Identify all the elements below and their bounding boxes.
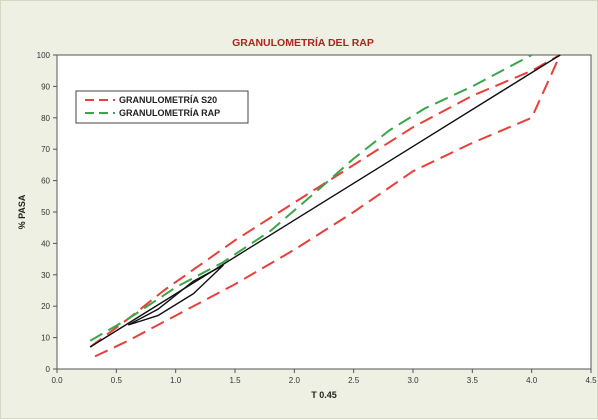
chart-title: GRANULOMETRÍA DEL RAP (232, 36, 374, 49)
x-tick-label: 1.5 (229, 376, 241, 385)
series-line-s20-lower (94, 54, 562, 358)
y-tick-label: 90 (41, 82, 50, 91)
legend: GRANULOMETRÍA S20 GRANULOMETRÍA RAP (75, 90, 249, 124)
series-layer (89, 54, 562, 358)
y-tick-label: 80 (41, 114, 50, 123)
y-tick-label: 60 (41, 177, 50, 186)
legend-label-s20: GRANULOMETRÍA S20 (119, 95, 217, 105)
y-axis-title: % PASA (17, 194, 27, 229)
series-line-max-density (89, 54, 561, 348)
series-line-rap (89, 54, 533, 342)
y-tick-label: 20 (41, 302, 50, 311)
x-tick-label: 1.0 (170, 376, 182, 385)
x-axis: 0.0 0.5 1.0 1.5 2.0 2.5 3.0 3.5 4.0 4.5 (51, 369, 597, 385)
x-tick-label: 3.5 (467, 376, 479, 385)
x-tick-label: 2.5 (348, 376, 360, 385)
y-tick-label: 0 (46, 365, 51, 374)
x-tick-label: 0.5 (111, 376, 123, 385)
y-axis: 0 10 20 30 40 50 60 70 80 90 100 (37, 51, 57, 374)
y-tick-label: 40 (41, 239, 50, 248)
x-tick-label: 2.0 (289, 376, 301, 385)
y-tick-label: 70 (41, 145, 50, 154)
x-tick-label: 3.0 (407, 376, 419, 385)
y-tick-label: 50 (41, 208, 50, 217)
series-line-max-density-fine (127, 264, 224, 326)
x-tick-label: 0.0 (51, 376, 63, 385)
y-tick-label: 10 (41, 334, 50, 343)
x-axis-title: T 0.45 (311, 390, 337, 400)
legend-label-rap: GRANULOMETRÍA RAP (119, 108, 220, 118)
x-tick-label: 4.0 (526, 376, 538, 385)
y-tick-label: 30 (41, 271, 50, 280)
y-tick-label: 100 (37, 51, 51, 60)
x-tick-label: 4.5 (585, 376, 597, 385)
legend-box (75, 90, 249, 124)
